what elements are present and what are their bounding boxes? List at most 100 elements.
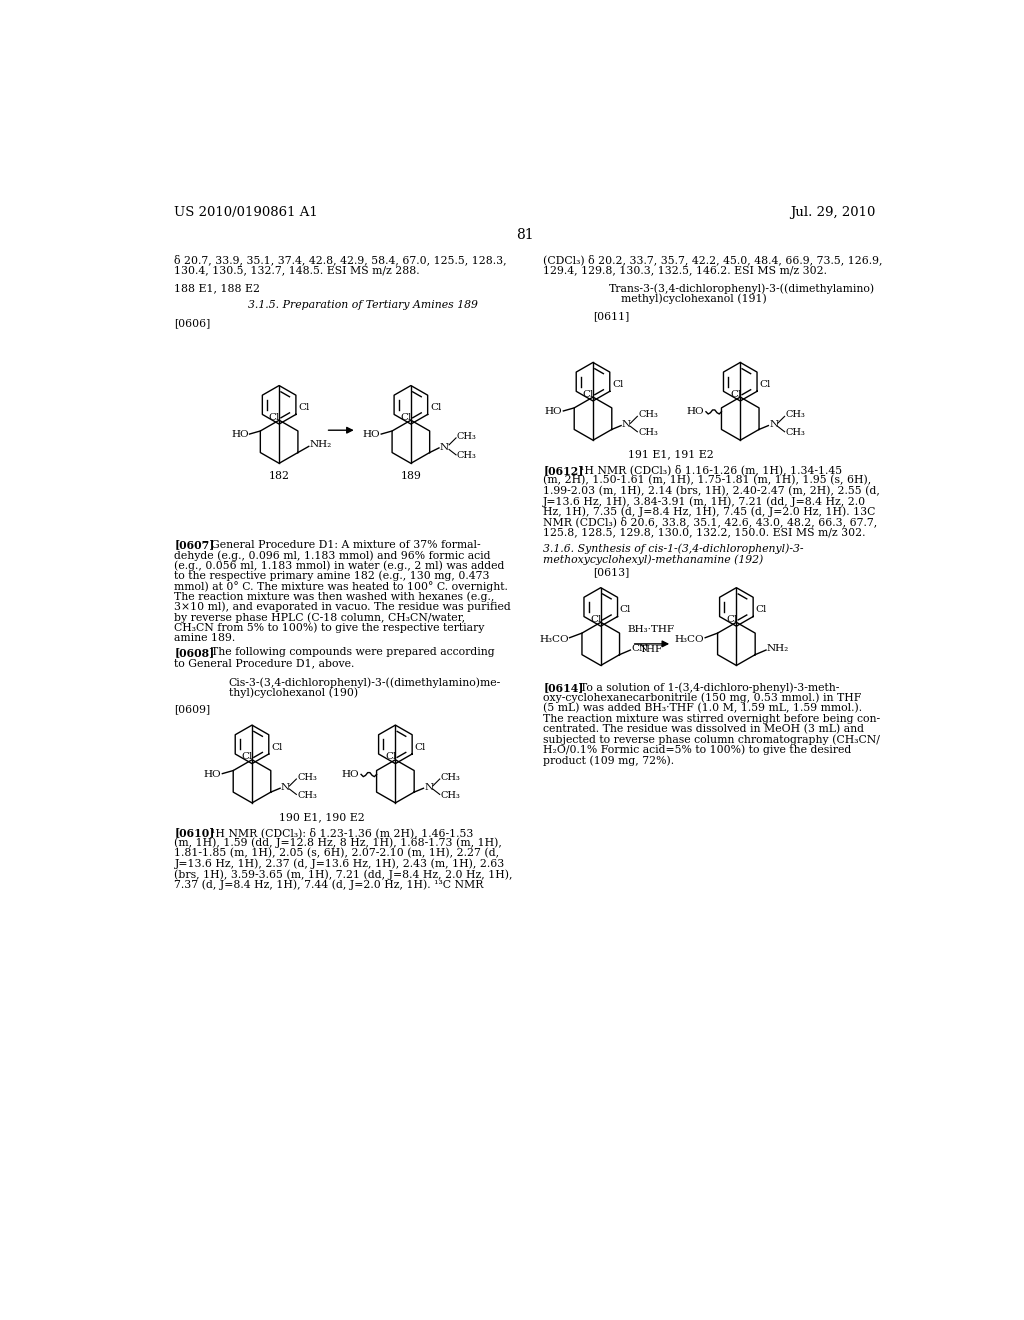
Text: CH₃: CH₃ xyxy=(440,791,461,800)
Text: subjected to reverse phase column chromatography (CH₃CN/: subjected to reverse phase column chroma… xyxy=(544,734,881,744)
Text: Cl: Cl xyxy=(730,389,741,399)
Text: CN: CN xyxy=(631,644,648,653)
Text: HO: HO xyxy=(231,430,249,440)
Text: Cl: Cl xyxy=(591,615,602,624)
Text: To a solution of 1-(3,4-dichloro-phenyl)-3-meth-: To a solution of 1-(3,4-dichloro-phenyl)… xyxy=(580,682,840,693)
Text: HO: HO xyxy=(687,408,705,416)
Text: 7.37 (d, J=8.4 Hz, 1H), 7.44 (d, J=2.0 Hz, 1H). ¹³C NMR: 7.37 (d, J=8.4 Hz, 1H), 7.44 (d, J=2.0 H… xyxy=(174,879,484,890)
Text: CH₃: CH₃ xyxy=(297,791,317,800)
Text: CH₃: CH₃ xyxy=(785,428,805,437)
Text: δ 20.7, 33.9, 35.1, 37.4, 42.8, 42.9, 58.4, 67.0, 125.5, 128.3,: δ 20.7, 33.9, 35.1, 37.4, 42.8, 42.9, 58… xyxy=(174,255,507,265)
Text: NMR (CDCl₃) δ 20.6, 33.8, 35.1, 42.6, 43.0, 48.2, 66.3, 67.7,: NMR (CDCl₃) δ 20.6, 33.8, 35.1, 42.6, 43… xyxy=(544,517,878,528)
Text: (brs, 1H), 3.59-3.65 (m, 1H), 7.21 (dd, J=8.4 Hz, 2.0 Hz, 1H),: (brs, 1H), 3.59-3.65 (m, 1H), 7.21 (dd, … xyxy=(174,869,513,879)
Text: 190 E1, 190 E2: 190 E1, 190 E2 xyxy=(279,812,365,822)
Text: 129.4, 129.8, 130.3, 132.5, 146.2. ESI MS m/z 302.: 129.4, 129.8, 130.3, 132.5, 146.2. ESI M… xyxy=(544,265,827,276)
Text: 188 E1, 188 E2: 188 E1, 188 E2 xyxy=(174,284,260,293)
Text: CH₃: CH₃ xyxy=(457,432,476,441)
Text: methyl)cyclohexanol (191): methyl)cyclohexanol (191) xyxy=(621,294,767,305)
Text: H₂O/0.1% Formic acid=5% to 100%) to give the desired: H₂O/0.1% Formic acid=5% to 100%) to give… xyxy=(544,744,852,755)
Text: Cl: Cl xyxy=(242,752,253,762)
Text: [0610]: [0610] xyxy=(174,828,215,838)
Text: HO: HO xyxy=(342,770,359,779)
Text: The reaction mixture was then washed with hexanes (e.g.,: The reaction mixture was then washed wit… xyxy=(174,591,495,602)
Text: HO: HO xyxy=(545,408,562,416)
Text: N: N xyxy=(424,783,433,792)
Text: The reaction mixture was stirred overnight before being con-: The reaction mixture was stirred overnig… xyxy=(544,714,881,723)
Text: H₃CO: H₃CO xyxy=(540,635,568,644)
Text: to the respective primary amine 182 (e.g., 130 mg, 0.473: to the respective primary amine 182 (e.g… xyxy=(174,570,490,581)
Text: 81: 81 xyxy=(516,227,534,242)
Text: ¹H NMR (CDCl₃): δ 1.23-1.36 (m 2H), 1.46-1.53: ¹H NMR (CDCl₃): δ 1.23-1.36 (m 2H), 1.46… xyxy=(211,828,473,838)
Text: HO: HO xyxy=(204,770,221,779)
Text: 182: 182 xyxy=(268,471,290,480)
Text: Jul. 29, 2010: Jul. 29, 2010 xyxy=(790,206,876,219)
Text: Trans-3-(3,4-dichlorophenyl)-3-((dimethylamino): Trans-3-(3,4-dichlorophenyl)-3-((dimethy… xyxy=(608,284,874,294)
Text: CH₃: CH₃ xyxy=(297,774,317,781)
Text: 125.8, 128.5, 129.8, 130.0, 132.2, 150.0. ESI MS m/z 302.: 125.8, 128.5, 129.8, 130.0, 132.2, 150.0… xyxy=(544,527,866,537)
Text: 189: 189 xyxy=(400,471,421,480)
Text: thyl)cyclohexanol (190): thyl)cyclohexanol (190) xyxy=(228,688,357,698)
Text: CH₃: CH₃ xyxy=(638,428,658,437)
Text: (5 mL) was added BH₃·THF (1.0 M, 1.59 mL, 1.59 mmol.).: (5 mL) was added BH₃·THF (1.0 M, 1.59 mL… xyxy=(544,704,862,714)
Text: oxy-cyclohexanecarbonitrile (150 mg, 0.53 mmol.) in THF: oxy-cyclohexanecarbonitrile (150 mg, 0.5… xyxy=(544,693,862,704)
Text: 1.99-2.03 (m, 1H), 2.14 (brs, 1H), 2.40-2.47 (m, 2H), 2.55 (d,: 1.99-2.03 (m, 1H), 2.14 (brs, 1H), 2.40-… xyxy=(544,486,881,496)
Text: N: N xyxy=(622,420,631,429)
Text: HO: HO xyxy=(362,430,381,440)
Text: Hz, 1H), 7.35 (d, J=8.4 Hz, 1H), 7.45 (d, J=2.0 Hz, 1H). 13C: Hz, 1H), 7.35 (d, J=8.4 Hz, 1H), 7.45 (d… xyxy=(544,507,876,517)
Text: Cl: Cl xyxy=(760,380,771,389)
Text: General Procedure D1: A mixture of 37% formal-: General Procedure D1: A mixture of 37% f… xyxy=(211,540,480,549)
Text: methoxycyclohexyl)-methanamine (192): methoxycyclohexyl)-methanamine (192) xyxy=(544,554,764,565)
Text: centrated. The residue was dissolved in MeOH (3 mL) and: centrated. The residue was dissolved in … xyxy=(544,723,864,734)
Text: 130.4, 130.5, 132.7, 148.5. ESI MS m/z 288.: 130.4, 130.5, 132.7, 148.5. ESI MS m/z 2… xyxy=(174,265,420,276)
Text: N: N xyxy=(439,442,449,451)
Text: J=13.6 Hz, 1H), 3.84-3.91 (m, 1H), 7.21 (dd, J=8.4 Hz, 2.0: J=13.6 Hz, 1H), 3.84-3.91 (m, 1H), 7.21 … xyxy=(544,496,866,507)
Text: Cl: Cl xyxy=(430,403,441,412)
Text: THF: THF xyxy=(640,645,663,655)
Text: US 2010/0190861 A1: US 2010/0190861 A1 xyxy=(174,206,318,219)
Text: 3.1.5. Preparation of Tertiary Amines 189: 3.1.5. Preparation of Tertiary Amines 18… xyxy=(248,300,478,310)
Text: CH₃: CH₃ xyxy=(638,411,658,420)
Text: [0607]: [0607] xyxy=(174,540,215,550)
Text: Cl: Cl xyxy=(620,606,631,614)
Text: Cl: Cl xyxy=(726,615,737,624)
Text: (m, 2H), 1.50-1.61 (m, 1H), 1.75-1.81 (m, 1H), 1.95 (s, 6H),: (m, 2H), 1.50-1.61 (m, 1H), 1.75-1.81 (m… xyxy=(544,475,871,486)
Text: 191 E1, 191 E2: 191 E1, 191 E2 xyxy=(628,449,714,459)
Text: [0614]: [0614] xyxy=(544,682,584,693)
Text: product (109 mg, 72%).: product (109 mg, 72%). xyxy=(544,755,675,766)
Text: 1.81-1.85 (m, 1H), 2.05 (s, 6H), 2.07-2.10 (m, 1H), 2.27 (d,: 1.81-1.85 (m, 1H), 2.05 (s, 6H), 2.07-2.… xyxy=(174,849,500,859)
Text: [0612]: [0612] xyxy=(544,465,584,477)
Text: (CDCl₃) δ 20.2, 33.7, 35.7, 42.2, 45.0, 48.4, 66.9, 73.5, 126.9,: (CDCl₃) δ 20.2, 33.7, 35.7, 42.2, 45.0, … xyxy=(544,255,883,265)
Text: ¹H NMR (CDCl₃) δ 1.16-1.26 (m, 1H), 1.34-1.45: ¹H NMR (CDCl₃) δ 1.16-1.26 (m, 1H), 1.34… xyxy=(580,465,842,475)
Text: H₃CO: H₃CO xyxy=(675,635,705,644)
Text: CH₃: CH₃ xyxy=(457,451,476,461)
Text: Cl: Cl xyxy=(271,743,283,751)
Text: to General Procedure D1, above.: to General Procedure D1, above. xyxy=(174,657,355,668)
Text: [0609]: [0609] xyxy=(174,705,211,714)
Text: NH₂: NH₂ xyxy=(767,644,790,653)
Text: [0611]: [0611] xyxy=(593,312,630,321)
Text: dehyde (e.g., 0.096 ml, 1.183 mmol) and 96% formic acid: dehyde (e.g., 0.096 ml, 1.183 mmol) and … xyxy=(174,550,490,561)
Text: [0613]: [0613] xyxy=(593,568,630,578)
Text: (m, 1H), 1.59 (dd, J=12.8 Hz, 8 Hz, 1H), 1.68-1.73 (m, 1H),: (m, 1H), 1.59 (dd, J=12.8 Hz, 8 Hz, 1H),… xyxy=(174,838,503,849)
Text: [0608]: [0608] xyxy=(174,647,215,659)
Text: Cl: Cl xyxy=(268,413,281,422)
Text: N: N xyxy=(281,783,290,792)
Text: Cl: Cl xyxy=(756,606,767,614)
Text: [0606]: [0606] xyxy=(174,318,211,327)
Text: Cl: Cl xyxy=(298,403,309,412)
Text: Cl: Cl xyxy=(415,743,426,751)
Text: amine 189.: amine 189. xyxy=(174,634,236,643)
Text: Cl: Cl xyxy=(400,413,412,422)
Text: 3.1.6. Synthesis of cis-1-(3,4-dichlorophenyl)-3-: 3.1.6. Synthesis of cis-1-(3,4-dichlorop… xyxy=(544,544,804,554)
Text: The following compounds were prepared according: The following compounds were prepared ac… xyxy=(211,647,495,657)
Text: mmol) at 0° C. The mixture was heated to 100° C. overnight.: mmol) at 0° C. The mixture was heated to… xyxy=(174,581,508,591)
Text: Cl: Cl xyxy=(612,380,624,389)
Text: CH₃CN from 5% to 100%) to give the respective tertiary: CH₃CN from 5% to 100%) to give the respe… xyxy=(174,623,485,634)
Text: J=13.6 Hz, 1H), 2.37 (d, J=13.6 Hz, 1H), 2.43 (m, 1H), 2.63: J=13.6 Hz, 1H), 2.37 (d, J=13.6 Hz, 1H),… xyxy=(174,859,505,870)
Text: NH₂: NH₂ xyxy=(309,440,332,449)
Text: Cl: Cl xyxy=(385,752,396,762)
Text: BH₃·THF: BH₃·THF xyxy=(628,624,675,634)
Text: CH₃: CH₃ xyxy=(785,411,805,420)
Text: by reverse phase HPLC (C-18 column, CH₃CN/water,: by reverse phase HPLC (C-18 column, CH₃C… xyxy=(174,612,466,623)
Text: Cl: Cl xyxy=(583,389,594,399)
